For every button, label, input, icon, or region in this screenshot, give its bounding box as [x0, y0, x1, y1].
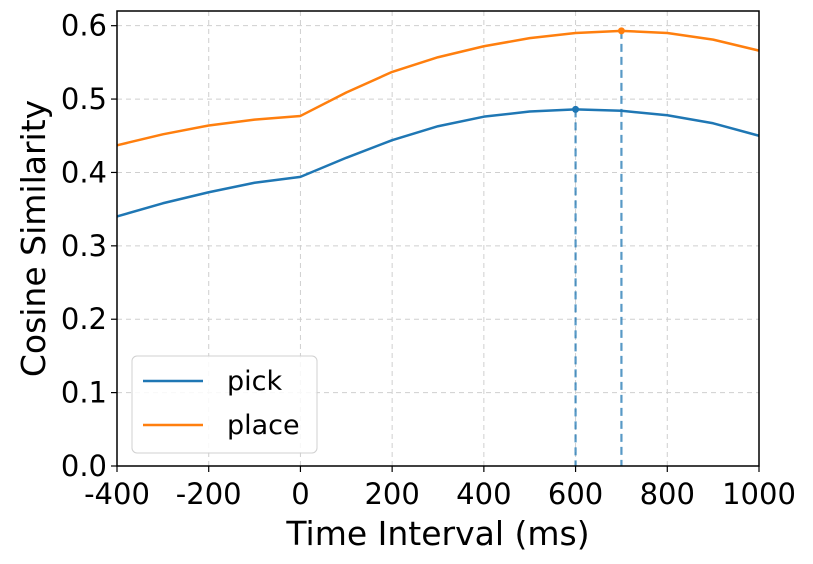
- series-line-pick: [116, 108, 760, 218]
- legend-label-place: place: [227, 410, 300, 441]
- y-tick-label: 0.4: [61, 155, 107, 189]
- grid: [117, 11, 759, 466]
- x-tick-label: -400: [84, 477, 150, 511]
- y-axis-label: Cosine Similarity: [14, 100, 53, 377]
- x-tick-label: -200: [176, 477, 242, 511]
- x-tick-label: 800: [640, 477, 695, 511]
- y-tick-label: 0.1: [61, 376, 107, 410]
- series-line-place: [116, 29, 760, 147]
- x-tick-label: 0: [291, 477, 309, 511]
- x-tick-label: 1000: [722, 477, 796, 511]
- x-tick-labels: -400 -200 0 200 400 600 800 1000: [84, 477, 796, 511]
- x-tick-label: 600: [548, 477, 603, 511]
- x-tick-label: 200: [364, 477, 419, 511]
- y-tick-label: 0.5: [61, 82, 107, 116]
- y-tick-label: 0.0: [61, 449, 107, 483]
- ticks: [111, 25, 760, 472]
- legend-label-pick: pick: [227, 366, 282, 397]
- y-tick-labels: 0.0 0.1 0.2 0.3 0.4 0.5 0.6: [61, 9, 107, 483]
- y-tick-label: 0.2: [61, 302, 107, 336]
- series-lines: [116, 29, 760, 218]
- plot-frame: [116, 10, 760, 467]
- peak-markers: [572, 27, 625, 466]
- y-tick-label: 0.6: [61, 9, 107, 43]
- legend: pick place: [131, 355, 318, 454]
- x-axis-label: Time Interval (ms): [285, 514, 589, 553]
- x-tick-label: 400: [456, 477, 511, 511]
- y-tick-label: 0.3: [61, 229, 107, 263]
